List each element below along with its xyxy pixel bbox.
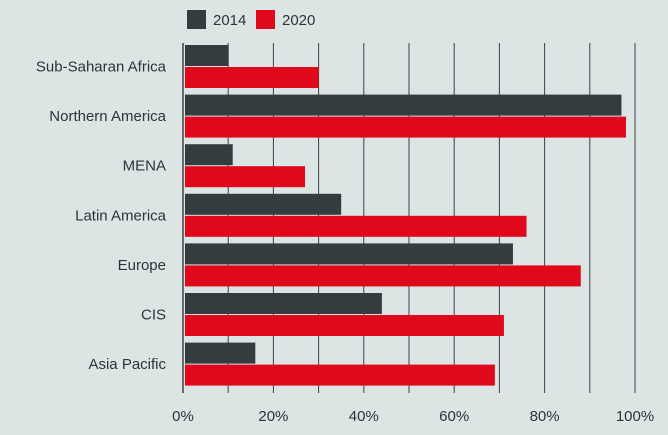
legend: 2014 2020 <box>187 10 315 29</box>
bar-2020-latin-america <box>185 215 527 237</box>
bars <box>185 45 626 386</box>
x-tick-label: 20% <box>258 408 288 425</box>
category-label: Northern America <box>49 108 166 125</box>
bar-2020-asia-pacific <box>185 364 495 386</box>
category-label: CIS <box>141 307 166 324</box>
bar-2020-sub-saharan-africa <box>185 67 319 88</box>
x-tick-label: 60% <box>439 408 469 425</box>
bar-2014-mena <box>185 144 233 166</box>
legend-swatch-2014 <box>187 10 206 29</box>
bar-2014-asia-pacific <box>185 342 256 364</box>
x-tick-label: 100% <box>616 408 654 425</box>
bar-2014-europe <box>185 243 513 265</box>
legend-label-2014: 2014 <box>213 12 246 29</box>
bar-2020-cis <box>185 315 504 336</box>
category-label: Asia Pacific <box>88 356 166 373</box>
axes: Sub-Saharan Africa Northern America MENA La… <box>36 43 654 425</box>
x-tick-label: 80% <box>530 408 560 425</box>
category-label: Europe <box>118 257 166 274</box>
legend-label-2020: 2020 <box>282 12 315 29</box>
category-label: Latin America <box>75 207 167 224</box>
bar-2014-cis <box>185 293 382 314</box>
bar-2020-northern-america <box>185 116 626 138</box>
x-tick-label: 0% <box>172 408 194 425</box>
category-label: MENA <box>123 158 166 175</box>
bar-2014-latin-america <box>185 193 342 215</box>
bar-2014-northern-america <box>185 94 622 116</box>
category-label: Sub-Saharan Africa <box>36 59 167 76</box>
bar-2014-sub-saharan-africa <box>185 45 229 66</box>
bar-2020-mena <box>185 166 306 188</box>
bar-2020-europe <box>185 265 581 287</box>
x-tick-label: 40% <box>349 408 379 425</box>
legend-swatch-2020 <box>256 10 275 29</box>
